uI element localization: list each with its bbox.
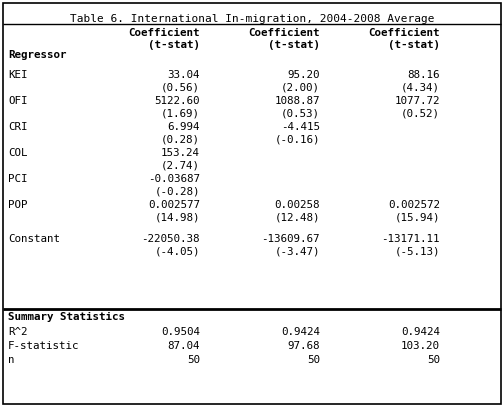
Text: Constant: Constant: [8, 234, 60, 244]
Text: (-3.47): (-3.47): [275, 247, 320, 257]
Text: 5122.60: 5122.60: [155, 96, 200, 106]
Text: (2.74): (2.74): [161, 161, 200, 171]
Text: (2.00): (2.00): [281, 83, 320, 93]
Text: Coefficient
(t-stat): Coefficient (t-stat): [248, 28, 320, 50]
Text: (-0.28): (-0.28): [155, 187, 200, 197]
Text: (-4.05): (-4.05): [155, 247, 200, 257]
Text: (1.69): (1.69): [161, 109, 200, 119]
Text: 50: 50: [427, 355, 440, 365]
Text: (0.53): (0.53): [281, 109, 320, 119]
Text: Coefficient
(t-stat): Coefficient (t-stat): [368, 28, 440, 50]
Text: 87.04: 87.04: [167, 341, 200, 351]
Text: -4.415: -4.415: [281, 122, 320, 132]
Text: 50: 50: [187, 355, 200, 365]
Text: 153.24: 153.24: [161, 148, 200, 158]
Text: 88.16: 88.16: [408, 70, 440, 80]
Text: 50: 50: [307, 355, 320, 365]
Text: KEI: KEI: [8, 70, 28, 80]
Text: (4.34): (4.34): [401, 83, 440, 93]
Text: 1088.87: 1088.87: [275, 96, 320, 106]
Text: 6.994: 6.994: [167, 122, 200, 132]
Text: Coefficient
(t-stat): Coefficient (t-stat): [129, 28, 200, 50]
Text: 0.9504: 0.9504: [161, 327, 200, 337]
Text: 0.002577: 0.002577: [148, 200, 200, 210]
Text: 0.00258: 0.00258: [275, 200, 320, 210]
Text: PCI: PCI: [8, 174, 28, 184]
Text: (0.28): (0.28): [161, 135, 200, 145]
Text: (0.52): (0.52): [401, 109, 440, 119]
Text: Table 6. International In-migration, 2004-2008 Average: Table 6. International In-migration, 200…: [70, 14, 434, 24]
Text: -13609.67: -13609.67: [262, 234, 320, 244]
Text: (15.94): (15.94): [395, 213, 440, 223]
Text: (0.56): (0.56): [161, 83, 200, 93]
Text: 97.68: 97.68: [287, 341, 320, 351]
Text: (-5.13): (-5.13): [395, 247, 440, 257]
Text: Regressor: Regressor: [8, 50, 67, 60]
Text: -22050.38: -22050.38: [142, 234, 200, 244]
Text: OFI: OFI: [8, 96, 28, 106]
Text: F-statistic: F-statistic: [8, 341, 80, 351]
Text: 0.9424: 0.9424: [281, 327, 320, 337]
Text: 0.9424: 0.9424: [401, 327, 440, 337]
Text: Summary Statistics: Summary Statistics: [8, 312, 125, 322]
Text: 95.20: 95.20: [287, 70, 320, 80]
Text: 103.20: 103.20: [401, 341, 440, 351]
Text: -13171.11: -13171.11: [382, 234, 440, 244]
Text: 1077.72: 1077.72: [395, 96, 440, 106]
Text: POP: POP: [8, 200, 28, 210]
Text: -0.03687: -0.03687: [148, 174, 200, 184]
Text: (14.98): (14.98): [155, 213, 200, 223]
Text: R^2: R^2: [8, 327, 28, 337]
Text: 0.002572: 0.002572: [388, 200, 440, 210]
Text: CRI: CRI: [8, 122, 28, 132]
Text: n: n: [8, 355, 15, 365]
Text: COL: COL: [8, 148, 28, 158]
Text: 33.04: 33.04: [167, 70, 200, 80]
Text: (12.48): (12.48): [275, 213, 320, 223]
Text: (-0.16): (-0.16): [275, 135, 320, 145]
